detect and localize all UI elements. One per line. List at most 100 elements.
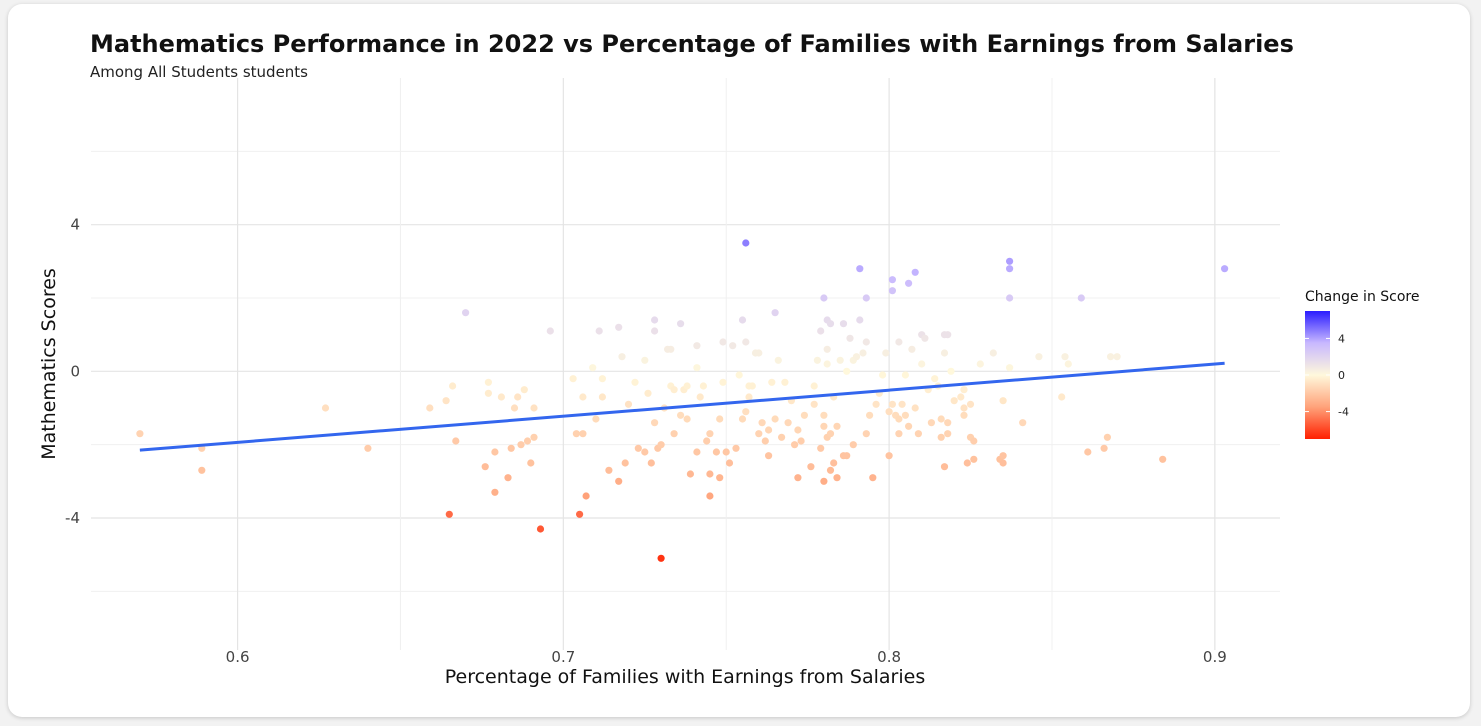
data-point <box>527 459 535 467</box>
data-point <box>950 397 958 405</box>
data-point <box>497 393 505 401</box>
data-point <box>1006 257 1014 265</box>
data-point <box>696 393 704 401</box>
data-point <box>1006 364 1014 372</box>
data-point <box>452 437 460 445</box>
data-point <box>657 441 665 449</box>
data-point <box>641 356 649 364</box>
data-point <box>898 400 906 408</box>
data-point <box>888 287 897 295</box>
data-point <box>719 338 727 346</box>
trend-line-group <box>139 361 1225 452</box>
data-point <box>937 415 945 423</box>
x-tick-label: 0.7 <box>551 648 575 666</box>
data-point <box>817 327 825 335</box>
data-point <box>699 382 708 390</box>
data-point <box>445 510 453 518</box>
data-point <box>693 364 701 372</box>
data-point <box>514 393 522 401</box>
data-point <box>615 477 623 485</box>
data-point <box>742 338 750 346</box>
data-point <box>960 411 968 419</box>
data-point <box>944 419 952 427</box>
y-tick-label: -4 <box>65 509 80 527</box>
data-point <box>778 433 786 441</box>
data-point <box>765 452 773 460</box>
data-point <box>735 371 743 379</box>
data-point <box>677 320 685 328</box>
data-point <box>771 309 779 317</box>
data-point <box>491 488 499 496</box>
data-point <box>1035 353 1043 361</box>
data-point <box>794 426 802 434</box>
data-point <box>970 455 978 463</box>
data-point <box>911 268 919 276</box>
data-point <box>706 470 714 478</box>
data-point <box>716 415 724 423</box>
data-point <box>937 433 945 441</box>
x-tick-label: 0.8 <box>877 648 901 666</box>
data-point <box>481 463 489 471</box>
data-point <box>882 349 890 357</box>
data-point <box>966 400 975 408</box>
data-point <box>589 364 597 372</box>
data-point <box>823 360 831 368</box>
data-point <box>449 382 457 390</box>
data-point <box>745 393 753 401</box>
data-point <box>569 375 577 383</box>
data-point <box>321 404 330 412</box>
data-point <box>843 367 851 375</box>
data-point <box>895 338 903 346</box>
data-point <box>826 320 835 328</box>
data-point <box>703 437 711 445</box>
x-axis-label: Percentage of Families with Earnings fro… <box>445 666 925 688</box>
data-point <box>442 397 450 405</box>
data-point <box>820 411 828 419</box>
data-point <box>999 397 1007 405</box>
data-point <box>1006 265 1014 273</box>
data-point <box>484 378 492 386</box>
data-point <box>1019 419 1027 427</box>
data-point <box>774 356 782 364</box>
data-point <box>1006 294 1014 302</box>
data-point <box>491 448 499 456</box>
data-point <box>484 389 492 397</box>
data-point <box>758 419 766 427</box>
data-point <box>644 389 652 397</box>
data-point <box>576 510 584 518</box>
data-point <box>426 404 434 412</box>
data-point <box>716 474 724 482</box>
grid <box>91 78 1280 650</box>
data-point <box>582 492 590 500</box>
data-point <box>592 415 600 423</box>
data-point <box>595 327 603 335</box>
data-point <box>1107 353 1115 361</box>
data-point <box>940 349 949 357</box>
data-point <box>830 459 838 467</box>
data-point <box>1084 448 1092 456</box>
data-point <box>927 419 936 427</box>
data-point <box>719 378 727 386</box>
data-point <box>839 320 848 328</box>
data-point <box>510 404 519 412</box>
data-point <box>765 426 773 434</box>
data-point <box>833 422 841 430</box>
y-tick-label: 0 <box>70 362 80 380</box>
data-point <box>901 371 910 379</box>
data-point <box>536 525 545 533</box>
data-point <box>944 331 952 339</box>
data-point <box>823 345 831 353</box>
data-point <box>657 554 665 562</box>
data-point <box>706 430 714 438</box>
data-point <box>598 393 607 401</box>
data-point <box>800 411 809 419</box>
data-point <box>738 316 747 324</box>
data-point <box>843 452 851 460</box>
data-point <box>768 378 776 386</box>
data-point <box>872 400 880 408</box>
data-point <box>921 334 929 342</box>
legend-color-bar <box>1305 311 1330 439</box>
data-point <box>1064 360 1072 368</box>
data-point <box>940 463 949 471</box>
